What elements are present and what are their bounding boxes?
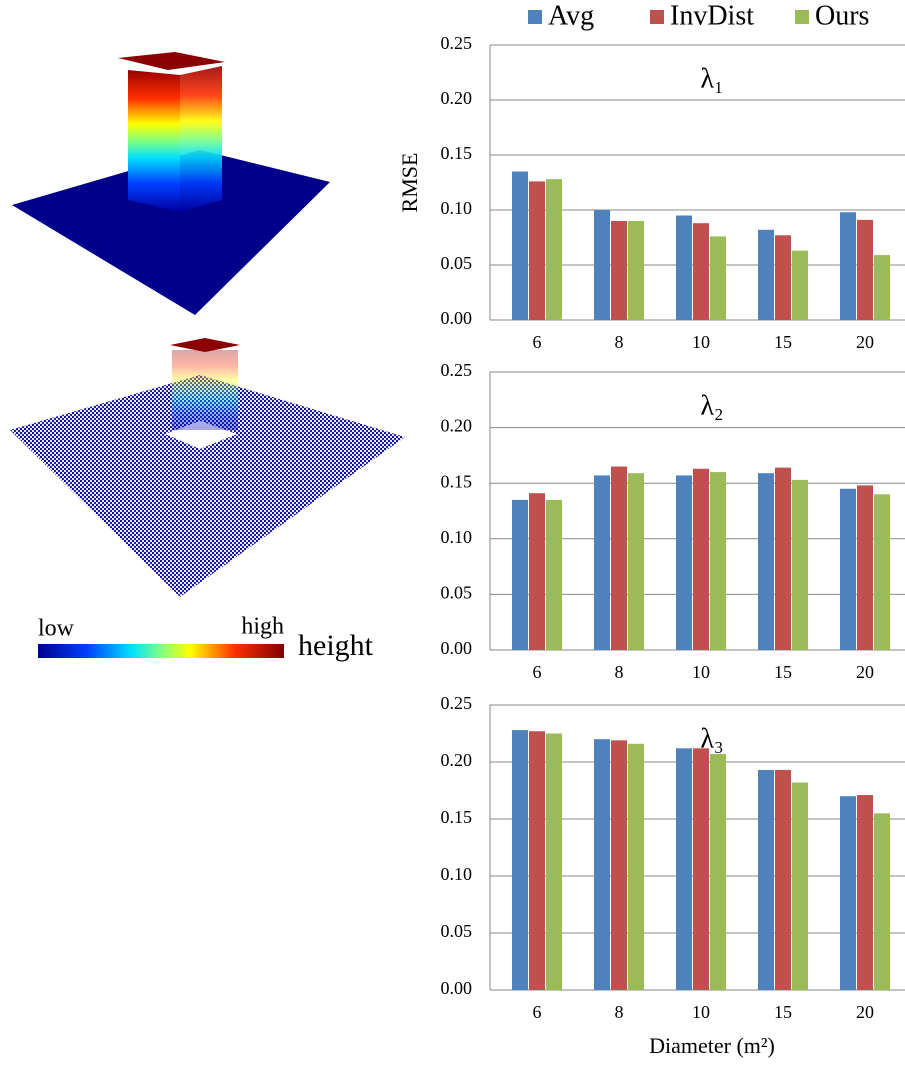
bar xyxy=(594,475,610,650)
bar xyxy=(775,468,791,650)
y-tick-label: 0.10 xyxy=(441,864,473,884)
x-axis-label: Diameter (m²) xyxy=(649,1033,775,1058)
legend-label: InvDist xyxy=(670,0,754,31)
bar xyxy=(676,216,692,321)
y-tick-label: 0.20 xyxy=(441,416,473,436)
y-tick-label: 0.10 xyxy=(441,198,473,218)
bar xyxy=(693,223,709,320)
bar xyxy=(529,493,545,650)
x-tick-label: 15 xyxy=(774,662,792,682)
bar xyxy=(676,475,692,650)
x-tick-label: 10 xyxy=(692,332,710,352)
bar xyxy=(792,783,808,990)
bar xyxy=(676,748,692,990)
x-tick-label: 20 xyxy=(856,1002,874,1022)
y-tick-label: 0.25 xyxy=(441,693,473,713)
y-tick-label: 0.20 xyxy=(441,750,473,770)
bar xyxy=(546,734,562,991)
bar xyxy=(758,770,774,990)
y-axis-label: RMSE xyxy=(397,153,422,213)
y-tick-label: 0.05 xyxy=(441,583,473,603)
y-tick-label: 0.20 xyxy=(441,88,473,108)
colorbar-title: height xyxy=(298,629,374,662)
y-tick-label: 0.15 xyxy=(441,807,473,827)
bar xyxy=(857,220,873,320)
x-tick-label: 10 xyxy=(692,662,710,682)
legend-swatch xyxy=(650,10,664,24)
colorbar-high: high xyxy=(241,614,284,640)
bar xyxy=(792,251,808,320)
bar xyxy=(594,739,610,990)
chart-title: λ₁ xyxy=(700,63,723,94)
y-tick-label: 0.05 xyxy=(441,253,473,273)
bar xyxy=(611,221,627,320)
surface-render xyxy=(12,52,330,315)
bar xyxy=(710,236,726,320)
chart-title: λ₂ xyxy=(700,390,723,421)
x-tick-label: 15 xyxy=(774,332,792,352)
bar xyxy=(693,748,709,990)
x-tick-label: 6 xyxy=(533,662,542,682)
bar xyxy=(512,730,528,990)
legend-swatch xyxy=(795,10,809,24)
bar xyxy=(874,255,890,320)
y-tick-label: 0.25 xyxy=(441,33,473,53)
point-cloud-render xyxy=(10,338,405,597)
bar xyxy=(611,740,627,990)
bar xyxy=(792,480,808,650)
bar xyxy=(857,795,873,990)
bar xyxy=(874,494,890,650)
bar xyxy=(710,754,726,990)
y-tick-label: 0.10 xyxy=(441,527,473,547)
bar xyxy=(529,731,545,990)
bar xyxy=(546,500,562,650)
bar xyxy=(628,473,644,650)
bar xyxy=(710,472,726,650)
bar xyxy=(594,210,610,320)
bar xyxy=(628,221,644,320)
y-tick-label: 0.05 xyxy=(441,921,473,941)
bar xyxy=(693,469,709,650)
bar xyxy=(758,473,774,650)
bar xyxy=(546,179,562,320)
bar xyxy=(840,489,856,650)
x-tick-label: 20 xyxy=(856,662,874,682)
bar xyxy=(529,181,545,320)
bar xyxy=(512,172,528,321)
x-tick-label: 15 xyxy=(774,1002,792,1022)
colorbar: low high height xyxy=(38,614,374,662)
x-tick-label: 6 xyxy=(533,332,542,352)
y-tick-label: 0.15 xyxy=(441,471,473,491)
bar xyxy=(628,744,644,990)
bar xyxy=(512,500,528,650)
bar xyxy=(874,813,890,990)
x-tick-label: 20 xyxy=(856,332,874,352)
y-tick-label: 0.25 xyxy=(441,360,473,380)
y-tick-label: 0.15 xyxy=(441,143,473,163)
x-tick-label: 6 xyxy=(533,1002,542,1022)
bar xyxy=(840,212,856,320)
bar xyxy=(758,230,774,320)
colorbar-gradient xyxy=(38,644,284,658)
colorbar-low: low xyxy=(38,616,75,642)
x-tick-label: 10 xyxy=(692,1002,710,1022)
legend-label: Ours xyxy=(815,0,869,31)
y-tick-label: 0.00 xyxy=(441,308,473,328)
bar xyxy=(775,770,791,990)
y-tick-label: 0.00 xyxy=(441,638,473,658)
legend-label: Avg xyxy=(548,0,594,31)
bar xyxy=(611,467,627,650)
x-tick-label: 8 xyxy=(615,332,624,352)
bar xyxy=(775,235,791,320)
y-tick-label: 0.00 xyxy=(441,978,473,998)
legend-swatch xyxy=(528,10,542,24)
bar xyxy=(840,796,856,990)
figure: low high height Avg InvDist Ours 0.00 0.05 0.… xyxy=(0,0,905,1068)
bar xyxy=(857,485,873,650)
x-tick-label: 8 xyxy=(615,1002,624,1022)
x-tick-label: 8 xyxy=(615,662,624,682)
